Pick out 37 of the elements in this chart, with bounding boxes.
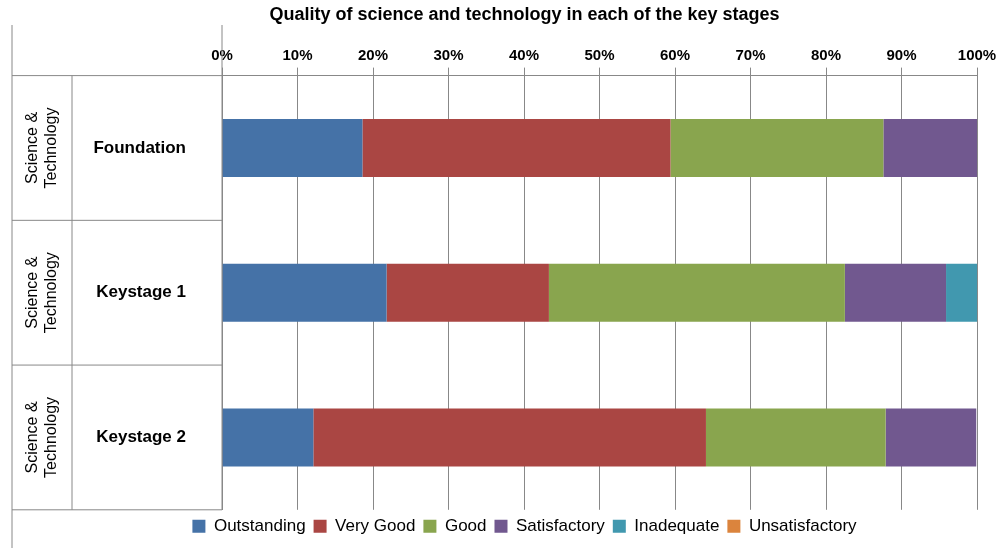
bar (885, 408, 977, 467)
x-tick-label: 90% (886, 45, 917, 63)
y-tick-label: Keystage 2 (96, 427, 186, 447)
bar (946, 263, 977, 322)
y-tick-label: Foundation (93, 137, 186, 157)
x-tick-label: 60% (659, 45, 691, 63)
x-tick-label: 50% (584, 45, 615, 63)
text: Science & Technology (22, 252, 59, 334)
x-tick-label: 0% (211, 45, 233, 63)
x-tick-label: 30% (433, 45, 464, 63)
y-tick-label: Keystage 1 (96, 282, 186, 302)
bar (670, 119, 884, 177)
legend-label: Inadequate (634, 515, 720, 535)
x-tick-label: 10% (282, 45, 313, 63)
legend-label: Very Good (335, 515, 416, 535)
legend-label: Unsatisfactory (748, 515, 858, 535)
legend-label: Good (444, 515, 487, 535)
bar (222, 119, 363, 177)
bar (386, 263, 549, 322)
legend-label: Satisfactory (516, 515, 606, 535)
bar (313, 408, 706, 467)
x-tick-label: 70% (735, 45, 766, 63)
text: Science & Technology (22, 107, 59, 189)
bar (883, 119, 977, 177)
chart-title: Quality of science and technology in each of the key stages (269, 3, 780, 24)
x-tick-label: 40% (508, 45, 540, 63)
bar (222, 408, 314, 467)
x-tick-label: 20% (357, 45, 389, 63)
bar (705, 408, 886, 467)
bar (222, 263, 387, 322)
text: Science & Technology (22, 396, 59, 478)
bar (548, 263, 845, 322)
x-tick-label: 100% (957, 45, 997, 63)
bar (844, 263, 947, 322)
bar (362, 119, 671, 177)
x-tick-label: 80% (810, 45, 842, 63)
legend-label: Outstanding (213, 515, 306, 535)
